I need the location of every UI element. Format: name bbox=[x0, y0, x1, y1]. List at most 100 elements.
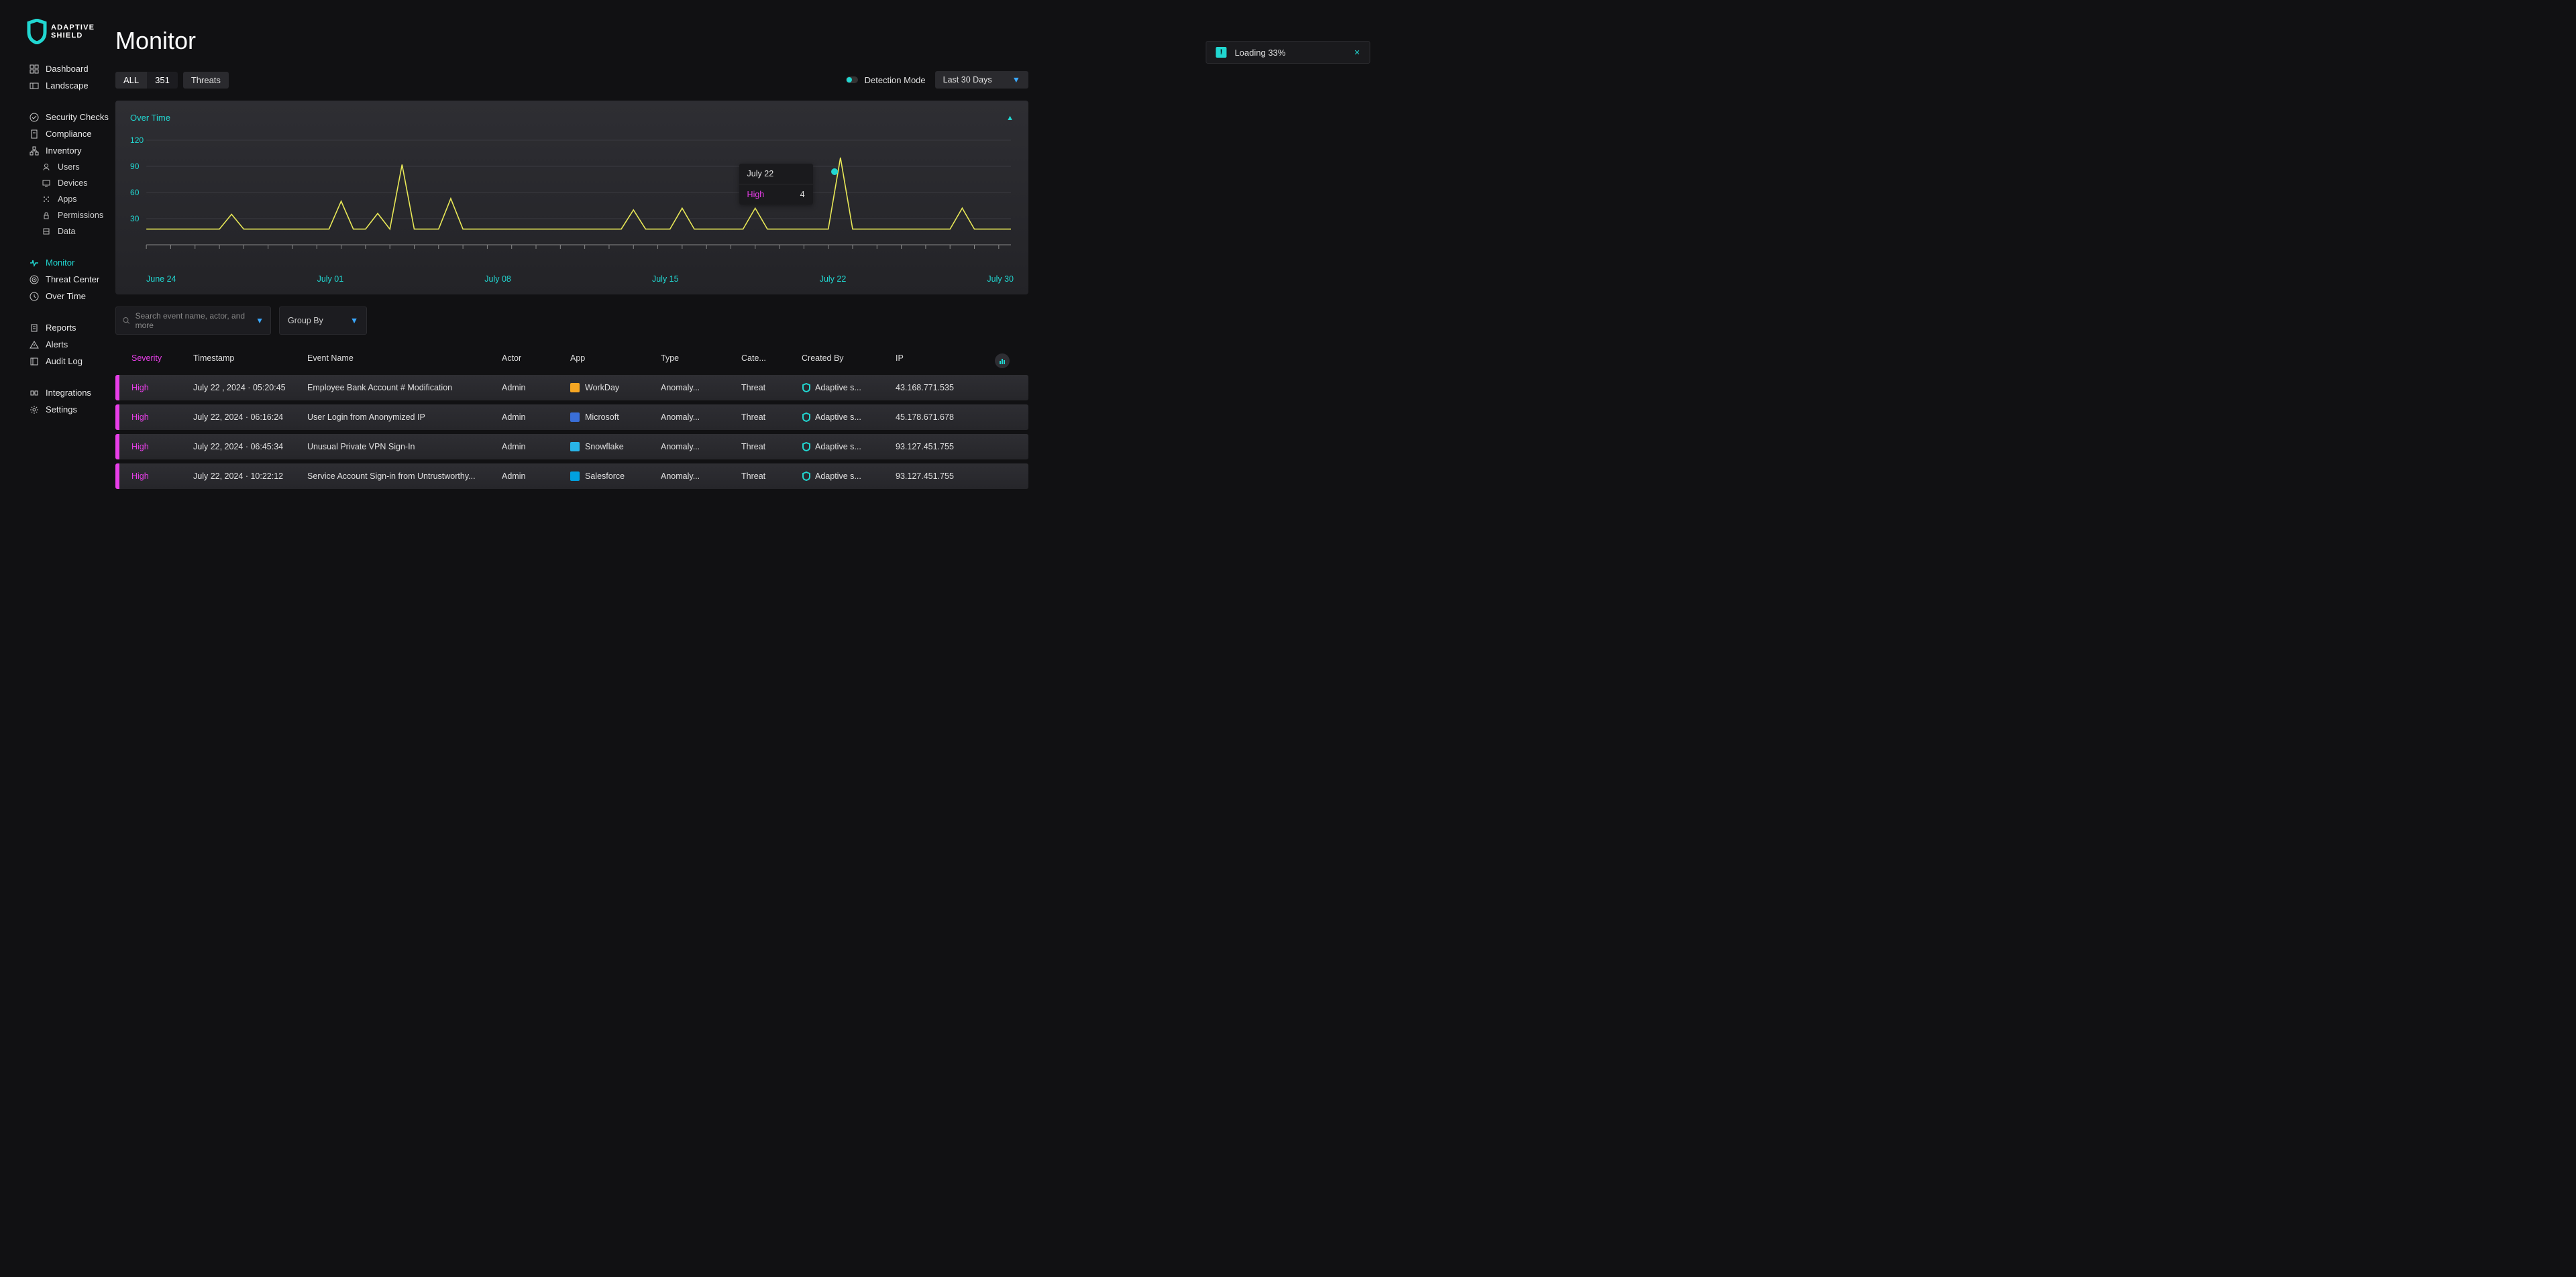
cell-category: Threat bbox=[740, 442, 800, 451]
page-title: Monitor bbox=[115, 27, 1028, 55]
report-icon bbox=[30, 323, 39, 333]
nav-users[interactable]: Users bbox=[0, 159, 115, 175]
nav-apps[interactable]: Apps bbox=[0, 191, 115, 207]
nav-label: Apps bbox=[58, 195, 77, 204]
nav-settings[interactable]: Settings bbox=[0, 401, 115, 418]
nav-devices[interactable]: Devices bbox=[0, 175, 115, 191]
x-axis-label: July 30 bbox=[987, 274, 1014, 284]
cell-created-by: Adaptive s... bbox=[800, 383, 894, 392]
detection-mode-toggle[interactable]: Detection Mode bbox=[846, 75, 926, 85]
nav-landscape[interactable]: Landscape bbox=[0, 77, 115, 94]
nav-data[interactable]: Data bbox=[0, 223, 115, 239]
x-axis-label: July 01 bbox=[317, 274, 344, 284]
cell-timestamp: July 22, 2024 · 06:16:24 bbox=[192, 412, 306, 422]
nav-inventory[interactable]: Inventory bbox=[0, 142, 115, 159]
line-chart[interactable]: 120906030 bbox=[130, 135, 1014, 256]
grid-icon bbox=[30, 64, 39, 74]
shield-icon bbox=[27, 19, 47, 44]
nav-threat-center[interactable]: Threat Center bbox=[0, 271, 115, 288]
cell-created-by: Adaptive s... bbox=[800, 442, 894, 451]
nav-compliance[interactable]: Compliance bbox=[0, 125, 115, 142]
col-category[interactable]: Cate... bbox=[740, 353, 800, 368]
alert-icon bbox=[30, 340, 39, 349]
nav-monitor[interactable]: Monitor bbox=[0, 254, 115, 271]
cell-actor: Admin bbox=[500, 471, 569, 481]
nav-label: Compliance bbox=[46, 129, 92, 139]
check-circle-icon bbox=[30, 113, 39, 122]
column-settings-button[interactable] bbox=[995, 353, 1010, 368]
col-created-by[interactable]: Created By bbox=[800, 353, 894, 368]
filter-bar: ALL 351 Threats Detection Mode Last 30 D… bbox=[115, 71, 1028, 89]
clock-icon bbox=[30, 292, 39, 301]
log-icon bbox=[30, 357, 39, 366]
x-axis-label: July 22 bbox=[820, 274, 847, 284]
search-input[interactable]: Search event name, actor, and more ▼ bbox=[115, 307, 271, 335]
app-icon bbox=[570, 471, 580, 481]
data-icon bbox=[42, 227, 51, 236]
pulse-icon bbox=[30, 258, 39, 268]
cell-app: Microsoft bbox=[569, 412, 659, 422]
chart-collapse-button[interactable]: ▲ bbox=[1006, 114, 1014, 122]
app-icon bbox=[570, 383, 580, 392]
col-ip[interactable]: IP bbox=[894, 353, 995, 368]
table-row[interactable]: High July 22, 2024 · 06:45:34 Unusual Pr… bbox=[115, 434, 1028, 459]
col-severity[interactable]: Severity bbox=[131, 353, 192, 368]
col-event-name[interactable]: Event Name bbox=[306, 353, 500, 368]
detection-label: Detection Mode bbox=[865, 75, 926, 85]
group-by-select[interactable]: Group By ▼ bbox=[279, 307, 367, 335]
nav-integrations[interactable]: Integrations bbox=[0, 384, 115, 401]
cell-ip: 93.127.451.755 bbox=[894, 442, 995, 451]
filter-threats[interactable]: Threats bbox=[183, 72, 229, 89]
x-axis-label: July 08 bbox=[484, 274, 511, 284]
nav-permissions[interactable]: Permissions bbox=[0, 207, 115, 223]
filter-all[interactable]: ALL 351 bbox=[115, 72, 178, 89]
cell-severity: High bbox=[131, 383, 192, 392]
toggle-switch[interactable] bbox=[846, 76, 858, 83]
nav-label: Devices bbox=[58, 178, 87, 188]
search-placeholder: Search event name, actor, and more bbox=[136, 311, 251, 330]
cell-severity: High bbox=[131, 412, 192, 422]
cell-actor: Admin bbox=[500, 383, 569, 392]
shield-icon bbox=[802, 412, 811, 422]
sidebar: ADAPTIVE SHIELD Dashboard Landscape Secu… bbox=[0, 0, 115, 521]
severity-indicator bbox=[115, 404, 119, 430]
bars-icon bbox=[998, 357, 1006, 365]
nav-label: Users bbox=[58, 162, 80, 172]
nav-label: Data bbox=[58, 227, 75, 236]
table-row[interactable]: High July 22, 2024 · 06:16:24 User Login… bbox=[115, 404, 1028, 430]
events-table: Severity Timestamp Event Name Actor App … bbox=[115, 347, 1028, 489]
cell-type: Anomaly... bbox=[659, 412, 740, 422]
group-by-label: Group By bbox=[288, 316, 323, 325]
brand-logo[interactable]: ADAPTIVE SHIELD bbox=[0, 19, 115, 58]
nav-dashboard[interactable]: Dashboard bbox=[0, 60, 115, 77]
col-actor[interactable]: Actor bbox=[500, 353, 569, 368]
cell-event: Unusual Private VPN Sign-In bbox=[306, 442, 500, 451]
date-range-select[interactable]: Last 30 Days ▼ bbox=[935, 71, 1028, 89]
cell-type: Anomaly... bbox=[659, 442, 740, 451]
table-row[interactable]: High July 22, 2024 · 10:22:12 Service Ac… bbox=[115, 463, 1028, 489]
nav-audit-log[interactable]: Audit Log bbox=[0, 353, 115, 370]
col-type[interactable]: Type bbox=[659, 353, 740, 368]
chevron-down-icon: ▼ bbox=[1012, 75, 1020, 85]
col-timestamp[interactable]: Timestamp bbox=[192, 353, 306, 368]
app-icon bbox=[570, 442, 580, 451]
nav-security-checks[interactable]: Security Checks bbox=[0, 109, 115, 125]
cell-timestamp: July 22, 2024 · 10:22:12 bbox=[192, 471, 306, 481]
svg-text:120: 120 bbox=[130, 135, 144, 145]
apps-icon bbox=[42, 195, 51, 204]
filter-threats-label: Threats bbox=[183, 72, 229, 89]
nav-label: Over Time bbox=[46, 291, 86, 301]
cell-actor: Admin bbox=[500, 442, 569, 451]
table-row[interactable]: High July 22 , 2024 · 05:20:45 Employee … bbox=[115, 375, 1028, 400]
app-icon bbox=[570, 412, 580, 422]
nav-alerts[interactable]: Alerts bbox=[0, 336, 115, 353]
nav-over-time[interactable]: Over Time bbox=[0, 288, 115, 304]
cell-ip: 93.127.451.755 bbox=[894, 471, 995, 481]
nav-reports[interactable]: Reports bbox=[0, 319, 115, 336]
cell-event: User Login from Anonymized IP bbox=[306, 412, 500, 422]
tree-icon bbox=[30, 146, 39, 156]
svg-text:90: 90 bbox=[130, 162, 140, 171]
brand-text: ADAPTIVE SHIELD bbox=[51, 23, 95, 40]
col-app[interactable]: App bbox=[569, 353, 659, 368]
cell-ip: 43.168.771.535 bbox=[894, 383, 995, 392]
